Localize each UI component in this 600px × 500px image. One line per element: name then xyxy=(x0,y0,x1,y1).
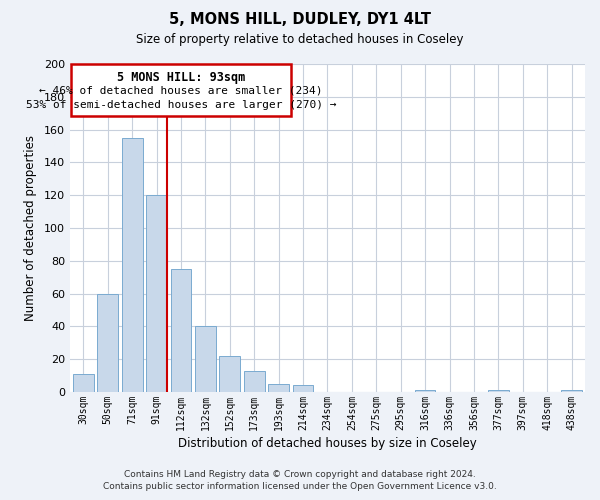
Text: 5, MONS HILL, DUDLEY, DY1 4LT: 5, MONS HILL, DUDLEY, DY1 4LT xyxy=(169,12,431,28)
Bar xyxy=(220,356,240,392)
Text: 53% of semi-detached houses are larger (270) →: 53% of semi-detached houses are larger (… xyxy=(26,100,336,110)
X-axis label: Distribution of detached houses by size in Coseley: Distribution of detached houses by size … xyxy=(178,437,477,450)
Text: Contains HM Land Registry data © Crown copyright and database right 2024.: Contains HM Land Registry data © Crown c… xyxy=(124,470,476,479)
Bar xyxy=(268,384,289,392)
Bar xyxy=(293,386,313,392)
Bar xyxy=(170,269,191,392)
Text: Size of property relative to detached houses in Coseley: Size of property relative to detached ho… xyxy=(136,32,464,46)
Bar xyxy=(561,390,582,392)
Bar xyxy=(122,138,143,392)
Bar xyxy=(488,390,509,392)
Text: Contains public sector information licensed under the Open Government Licence v3: Contains public sector information licen… xyxy=(103,482,497,491)
Y-axis label: Number of detached properties: Number of detached properties xyxy=(24,135,37,321)
Text: 5 MONS HILL: 93sqm: 5 MONS HILL: 93sqm xyxy=(117,72,245,85)
Bar xyxy=(195,326,216,392)
Bar xyxy=(244,370,265,392)
Bar xyxy=(146,195,167,392)
Bar xyxy=(97,294,118,392)
Bar xyxy=(73,374,94,392)
Text: ← 46% of detached houses are smaller (234): ← 46% of detached houses are smaller (23… xyxy=(39,86,323,96)
FancyBboxPatch shape xyxy=(71,64,291,116)
Bar xyxy=(415,390,436,392)
